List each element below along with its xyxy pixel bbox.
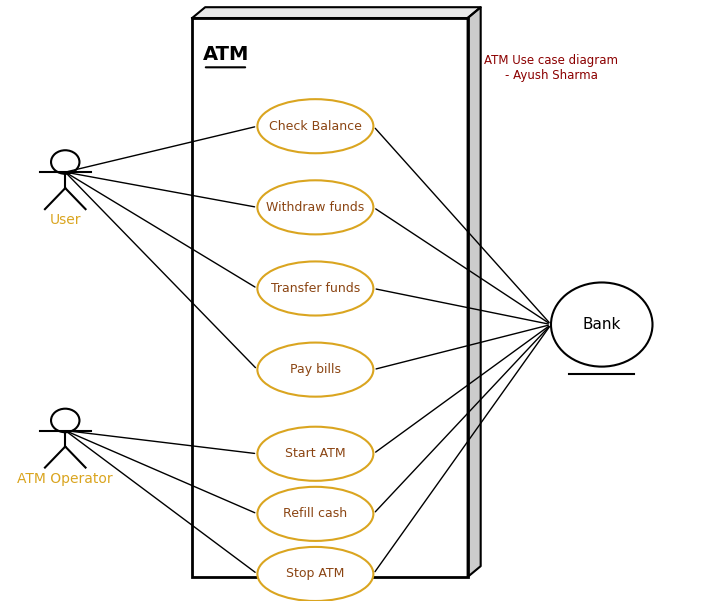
Polygon shape <box>192 7 481 18</box>
Ellipse shape <box>257 99 373 153</box>
Ellipse shape <box>257 487 373 541</box>
Polygon shape <box>468 7 481 577</box>
Text: Pay bills: Pay bills <box>290 363 341 376</box>
Text: Refill cash: Refill cash <box>283 507 347 520</box>
Text: ATM Use case diagram
- Ayush Sharma: ATM Use case diagram - Ayush Sharma <box>484 54 618 82</box>
Ellipse shape <box>257 261 373 316</box>
Text: ATM: ATM <box>203 44 249 64</box>
Ellipse shape <box>257 547 373 601</box>
Ellipse shape <box>257 180 373 234</box>
Text: Transfer funds: Transfer funds <box>270 282 360 295</box>
Text: Bank: Bank <box>583 317 621 332</box>
Text: Stop ATM: Stop ATM <box>286 567 344 581</box>
Text: Check Balance: Check Balance <box>269 120 362 133</box>
Text: User: User <box>49 213 81 227</box>
Bar <box>192 18 468 577</box>
Text: Start ATM: Start ATM <box>285 447 346 460</box>
Ellipse shape <box>257 343 373 397</box>
Text: ATM Operator: ATM Operator <box>17 472 113 486</box>
Ellipse shape <box>257 427 373 481</box>
Circle shape <box>551 282 652 367</box>
Text: Withdraw funds: Withdraw funds <box>266 201 365 214</box>
